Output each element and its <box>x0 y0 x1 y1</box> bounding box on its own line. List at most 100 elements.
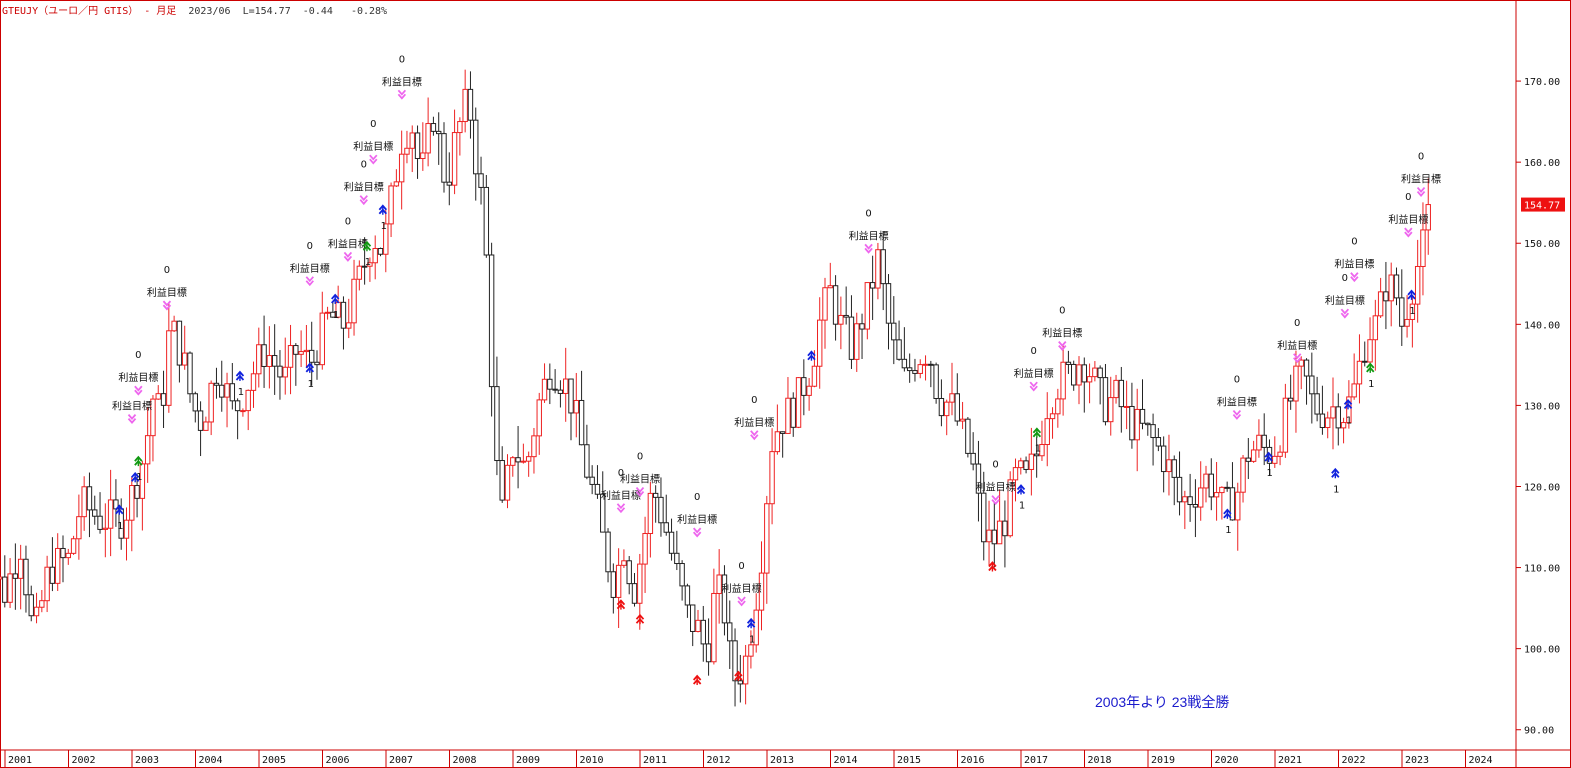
x-tick-label: 2010 <box>580 755 604 766</box>
candle-up <box>573 399 579 414</box>
candle-down <box>134 485 140 499</box>
candle-up <box>525 456 532 462</box>
candle-up <box>303 349 310 353</box>
candle-down <box>1033 453 1040 457</box>
candle-up <box>536 399 542 437</box>
candle-up <box>346 322 352 329</box>
candle-down <box>330 311 336 318</box>
candle-up <box>1055 398 1061 415</box>
candle-down <box>891 322 897 341</box>
candle-up <box>949 393 955 403</box>
candle-up <box>1039 444 1045 457</box>
candle-down <box>340 301 347 329</box>
candle-up <box>0 576 3 580</box>
candle-down <box>1176 476 1183 503</box>
candle-down <box>938 398 945 417</box>
sell-target-arrow-icon <box>991 495 1000 506</box>
sell-target-arrow-icon <box>1058 341 1067 352</box>
sell-target-arrow-icon <box>1416 187 1426 197</box>
signal-count-label: 0 <box>637 452 643 463</box>
target-label: 利益目標 <box>677 513 717 526</box>
candle-up <box>1235 491 1241 521</box>
target-label: 利益目標 <box>601 489 641 502</box>
candle-down <box>488 254 495 388</box>
candle-down <box>28 594 34 617</box>
candle-up <box>182 352 188 366</box>
candle-down <box>1383 291 1389 302</box>
candle-up <box>324 311 331 314</box>
y-tick-label: 140.00 <box>1524 320 1560 331</box>
candle-up <box>70 538 77 554</box>
y-tick-label: 130.00 <box>1524 401 1560 412</box>
x-tick-label: 2013 <box>770 755 794 766</box>
symbol-label: GTEUJY（ユーロ／円 GTIS） <box>2 6 139 17</box>
signal-count-label: 0 <box>361 160 367 171</box>
sell-target-arrow-icon <box>692 527 702 538</box>
target-label: 利益目標 <box>722 582 762 595</box>
candle-down <box>430 123 437 132</box>
candle-down <box>1261 434 1267 448</box>
candle-up <box>695 619 701 632</box>
candle-down <box>600 493 606 533</box>
candle-down <box>229 383 236 402</box>
candle-down <box>1171 459 1177 478</box>
candle-down <box>578 399 585 446</box>
signal-count-label: 0 <box>164 265 170 276</box>
candle-up <box>510 457 516 466</box>
candle-down <box>981 492 987 543</box>
candle-down <box>912 370 918 374</box>
candle-down <box>970 452 976 465</box>
candle-down <box>843 314 849 318</box>
candle-up <box>1367 339 1373 363</box>
candle-up <box>1166 459 1172 473</box>
candle-up <box>409 132 415 149</box>
candle-up <box>55 547 61 584</box>
candle-down <box>896 339 902 360</box>
candle-down <box>49 566 56 584</box>
candle-down <box>197 410 204 431</box>
candle-down <box>1102 377 1109 423</box>
target-label: 利益目標 <box>353 140 393 153</box>
candle-up <box>1340 422 1347 429</box>
candle-up <box>504 464 511 501</box>
candle-up <box>711 592 717 663</box>
candle-up <box>33 606 40 617</box>
candle-up <box>1346 396 1352 424</box>
candle-up <box>1219 486 1225 494</box>
candle-up <box>457 121 463 134</box>
candle-up <box>854 323 860 360</box>
signal-count-label: 1 <box>1346 415 1352 426</box>
candle-up <box>785 397 791 434</box>
candle-up <box>822 287 828 321</box>
candle-down <box>928 363 934 366</box>
sell-target-arrow-icon <box>359 195 368 206</box>
candle-up <box>1007 479 1013 537</box>
target-label: 利益目標 <box>620 473 660 486</box>
change-pct-label: -0.28% <box>350 6 388 17</box>
candle-up <box>65 552 71 559</box>
sell-target-arrow-icon <box>1029 381 1038 392</box>
candle-up <box>150 398 156 437</box>
target-label: 利益目標 <box>1334 258 1374 271</box>
signal-count-label: 0 <box>1342 273 1348 284</box>
sell-target-arrow-icon <box>343 251 353 262</box>
candle-down <box>869 282 876 289</box>
candle-down <box>1399 297 1405 327</box>
x-tick-label: 2009 <box>516 755 540 766</box>
candle-down <box>309 349 315 363</box>
candle-down <box>605 531 611 573</box>
candle-up <box>298 351 304 355</box>
x-tick-label: 2018 <box>1088 755 1112 766</box>
candle-up <box>171 320 177 332</box>
candle-up <box>758 572 765 611</box>
candle-down <box>790 397 796 428</box>
target-label: 利益目標 <box>344 181 384 194</box>
candle-down <box>1319 413 1326 429</box>
candle-up <box>256 344 262 375</box>
candle-down <box>436 130 442 135</box>
x-tick-label: 2016 <box>961 755 985 766</box>
candle-down <box>219 384 225 398</box>
target-label: 利益目標 <box>1217 396 1257 409</box>
candle-down <box>589 476 595 485</box>
